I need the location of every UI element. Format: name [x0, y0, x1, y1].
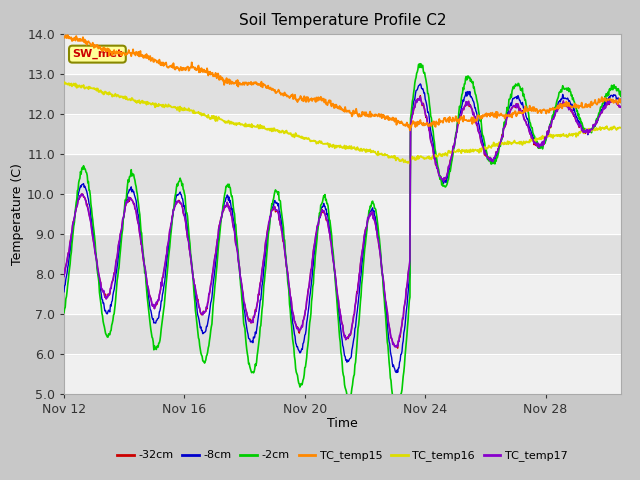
Bar	[64, 354, 621, 394]
Bar	[64, 234, 621, 274]
Bar	[64, 154, 621, 193]
Legend: -32cm, -8cm, -2cm, TC_temp15, TC_temp16, TC_temp17: -32cm, -8cm, -2cm, TC_temp15, TC_temp16,…	[113, 446, 572, 466]
Bar	[64, 114, 621, 154]
Bar	[64, 193, 621, 234]
Bar	[64, 34, 621, 73]
Bar	[64, 274, 621, 313]
Bar	[64, 73, 621, 114]
Y-axis label: Temperature (C): Temperature (C)	[12, 163, 24, 264]
X-axis label: Time: Time	[327, 417, 358, 430]
Text: SW_met: SW_met	[72, 49, 122, 59]
Bar	[64, 313, 621, 354]
Title: Soil Temperature Profile C2: Soil Temperature Profile C2	[239, 13, 446, 28]
